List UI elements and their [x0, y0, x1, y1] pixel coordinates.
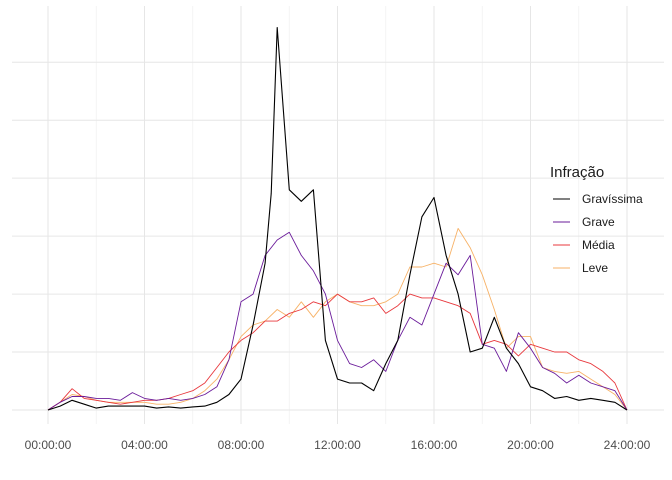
x-tick-label: 16:00:00: [411, 438, 458, 452]
legend-label-gravissima: Gravíssima: [582, 192, 643, 206]
x-tick-label: 08:00:00: [218, 438, 265, 452]
legend-label-grave: Grave: [582, 215, 615, 229]
x-axis-tick-labels: 00:00:00 04:00:00 08:00:00 12:00:00 16:00:00…: [25, 438, 651, 452]
x-tick-label: 20:00:00: [507, 438, 554, 452]
legend-label-leve: Leve: [582, 261, 608, 275]
x-tick-label: 00:00:00: [25, 438, 72, 452]
legend: Infração Gravíssima Grave Média Leve: [550, 164, 643, 275]
legend-entries: Gravíssima Grave Média Leve: [553, 192, 643, 275]
series-line-gravissima: [47, 26, 628, 411]
series-line-grave: [47, 231, 628, 411]
series-lines: [47, 26, 628, 411]
legend-title: Infração: [550, 164, 604, 181]
grid-minor-x: [95, 6, 580, 424]
legend-label-media: Média: [582, 238, 615, 252]
x-tick-label: 24:00:00: [604, 438, 651, 452]
x-tick-label: 04:00:00: [121, 438, 168, 452]
grid-major-x: [47, 6, 628, 424]
x-tick-label: 12:00:00: [314, 438, 361, 452]
series-line-media: [47, 293, 628, 411]
